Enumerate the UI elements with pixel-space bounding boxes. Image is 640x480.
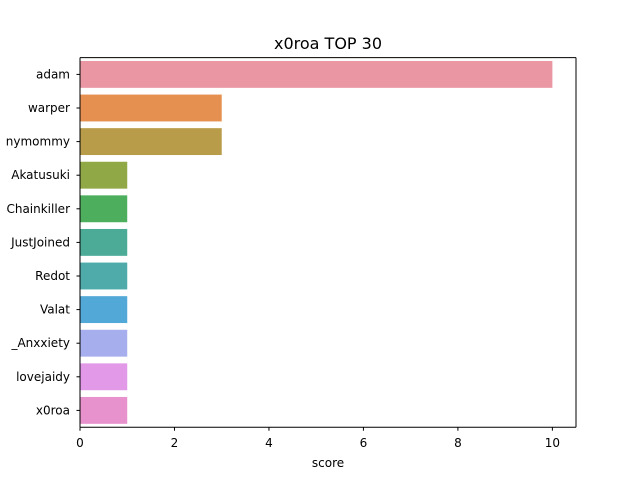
bar-nymommy bbox=[80, 128, 222, 156]
x-tick-label: 0 bbox=[76, 436, 84, 450]
y-tick-label: _Anxxiety bbox=[10, 336, 70, 350]
bar-x0roa bbox=[80, 396, 128, 424]
x-tick-label: 2 bbox=[171, 436, 179, 450]
y-tick-label: warper bbox=[28, 101, 70, 115]
bar-lovejaidy bbox=[80, 363, 128, 391]
bar-chainkiller bbox=[80, 195, 128, 223]
bar-anxxiety bbox=[80, 329, 128, 357]
y-tick-label: JustJoined bbox=[10, 235, 70, 249]
y-tick-label: lovejaidy bbox=[16, 370, 70, 384]
chart-title: x0roa TOP 30 bbox=[274, 34, 382, 53]
x-tick-label: 6 bbox=[360, 436, 368, 450]
y-tick-label: Chainkiller bbox=[6, 202, 70, 216]
y-tick-label: Valat bbox=[40, 303, 70, 317]
x-axis-label: score bbox=[312, 456, 344, 470]
x-tick-label: 4 bbox=[265, 436, 273, 450]
y-tick-label: nymommy bbox=[6, 135, 70, 149]
x-tick-label: 8 bbox=[454, 436, 462, 450]
y-axis-ticks: adam warper nymommy Akatusuki Chainkiller Jus… bbox=[6, 67, 80, 417]
y-tick-label: x0roa bbox=[36, 403, 70, 417]
x-tick-label: 10 bbox=[545, 436, 560, 450]
y-tick-label: adam bbox=[36, 67, 70, 81]
bar-adam bbox=[80, 60, 553, 88]
bar-justjoined bbox=[80, 228, 128, 256]
bar-warper bbox=[80, 94, 222, 122]
y-tick-label: Akatusuki bbox=[11, 168, 70, 182]
y-tick-label: Redot bbox=[35, 269, 70, 283]
bar-valat bbox=[80, 296, 128, 324]
bar-redot bbox=[80, 262, 128, 290]
x-axis-ticks: 0 2 4 6 8 10 bbox=[76, 427, 560, 450]
bar-akatusuki bbox=[80, 161, 128, 189]
bar-group bbox=[80, 60, 553, 424]
